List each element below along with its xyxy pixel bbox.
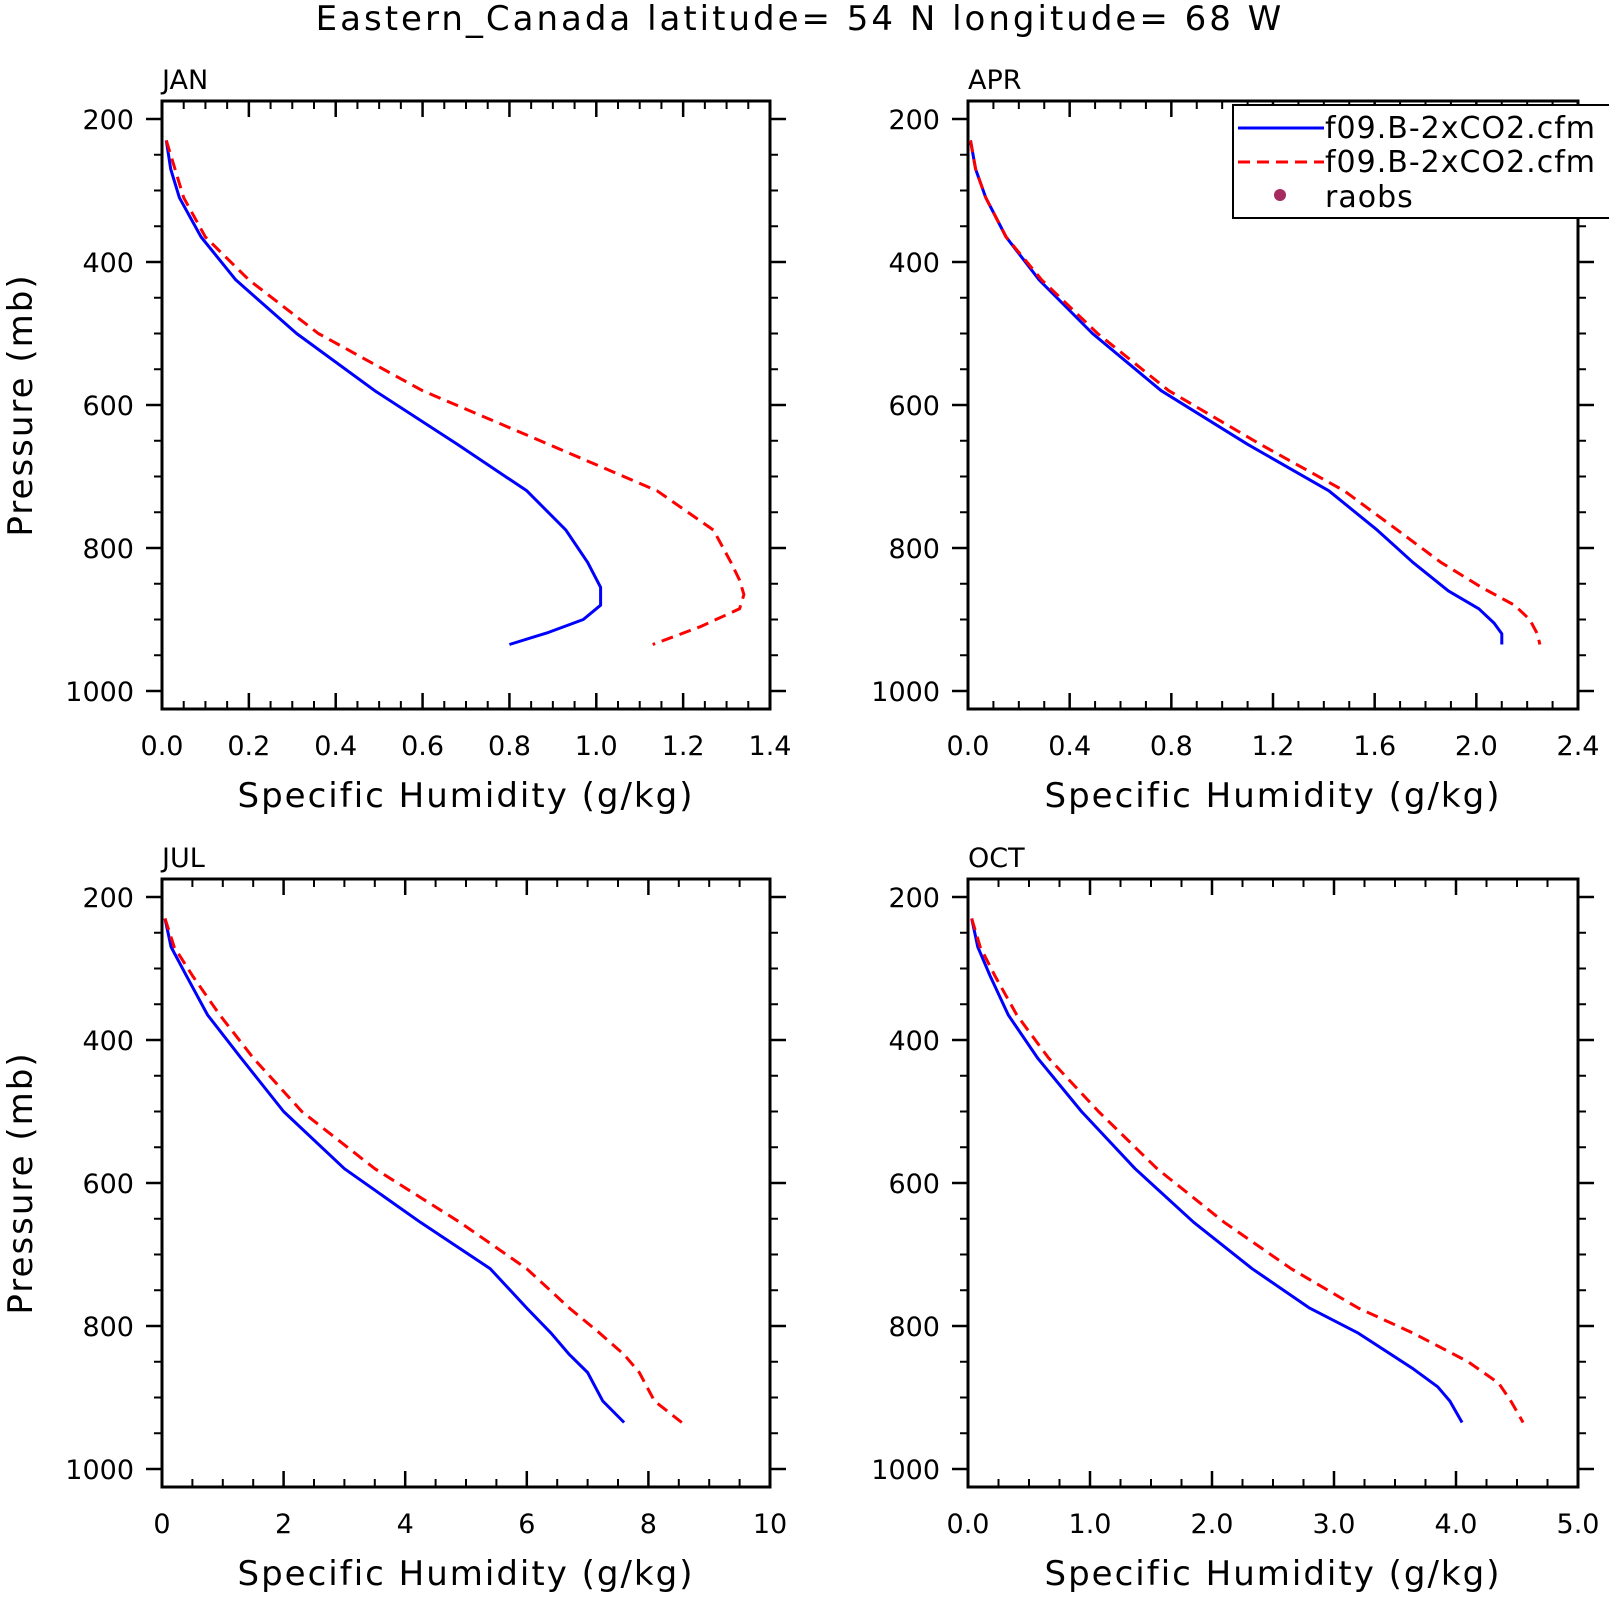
y-tick-label: 1000 — [65, 1455, 134, 1486]
y-tick-label: 200 — [888, 105, 940, 136]
panel-jan: JAN 0.0 0.2 0.4 0.6 0.8 1.0 1.2 1.4 200 400 600 800 1… — [1, 65, 791, 816]
y-tick-label: 400 — [82, 1026, 134, 1057]
x-axis-label: Specific Humidity (g/kg) — [238, 776, 695, 816]
x-tick-label: 1.4 — [749, 731, 792, 762]
series-line-1 — [164, 140, 603, 646]
panel-jul: JUL 0 2 4 6 8 10 200 400 600 800 1000 Specific Humid… — [1, 843, 787, 1594]
x-axis-label: Specific Humidity (g/kg) — [1045, 1554, 1502, 1594]
series-line-2 — [969, 140, 1542, 645]
x-tick-label: 6 — [518, 1509, 535, 1540]
plot-frame — [966, 877, 1580, 1489]
x-tick-label: 8 — [640, 1509, 657, 1540]
x-tick-label: 2.0 — [1455, 731, 1498, 762]
legend-label-3: raobs — [1325, 180, 1414, 215]
series-line-2 — [970, 918, 1525, 1424]
legend-label-2: f09.B-2xCO2.cfm — [1325, 145, 1596, 180]
x-tick-label: 0.0 — [141, 731, 184, 762]
series-line-1 — [163, 918, 626, 1424]
y-tick-label: 600 — [82, 391, 134, 422]
y-tick-label: 1000 — [871, 1455, 940, 1486]
x-tick-label: 1.0 — [1069, 1509, 1112, 1540]
x-tick-label: 0.8 — [488, 731, 531, 762]
x-tick-label: 10 — [753, 1509, 787, 1540]
plot-frame — [160, 99, 772, 711]
x-tick-label: 0.8 — [1150, 731, 1193, 762]
y-tick-label: 800 — [888, 1312, 940, 1343]
x-tick-label: 5.0 — [1557, 1509, 1600, 1540]
x-axis-label: Specific Humidity (g/kg) — [238, 1554, 695, 1594]
y-tick-label: 200 — [82, 883, 134, 914]
y-tick-label: 200 — [82, 105, 134, 136]
series-line-2 — [163, 918, 683, 1424]
y-tick-label: 1000 — [871, 677, 940, 708]
x-axis-label: Specific Humidity (g/kg) — [1045, 776, 1502, 816]
x-tick-label: 1.2 — [1252, 731, 1295, 762]
plot-frame — [160, 877, 772, 1489]
panel-title: JAN — [160, 65, 208, 96]
y-tick-label: 800 — [888, 534, 940, 565]
x-tick-label: 1.2 — [662, 731, 705, 762]
panel-title: JUL — [160, 843, 205, 874]
x-tick-label: 0 — [153, 1509, 170, 1540]
x-tick-label: 4.0 — [1435, 1509, 1478, 1540]
x-tick-label: 1.0 — [575, 731, 618, 762]
panels: JAN 0.0 0.2 0.4 0.6 0.8 1.0 1.2 1.4 200 400 600 800 1… — [1, 65, 1609, 1594]
x-tick-label: 2.0 — [1191, 1509, 1234, 1540]
x-tick-label: 2 — [275, 1509, 292, 1540]
y-tick-label: 400 — [82, 248, 134, 279]
legend-marker-raobs — [1274, 189, 1286, 201]
y-tick-label: 600 — [82, 1169, 134, 1200]
x-tick-label: 0.4 — [314, 731, 357, 762]
y-tick-label: 400 — [888, 1026, 940, 1057]
panel-oct: OCT 0.0 1.0 2.0 3.0 4.0 5.0 200 400 600 800 1000 Spe… — [871, 843, 1599, 1594]
figure-title: Eastern_Canada latitude= 54 N longitude=… — [316, 0, 1285, 39]
x-tick-label: 0.0 — [947, 1509, 990, 1540]
x-tick-label: 0.4 — [1048, 731, 1091, 762]
legend-label-1: f09.B-2xCO2.cfm — [1325, 111, 1596, 146]
series-line-2 — [164, 139, 746, 646]
y-tick-label: 800 — [82, 1312, 134, 1343]
x-tick-label: 4 — [397, 1509, 414, 1540]
panel-title: APR — [968, 65, 1022, 96]
y-tick-label: 400 — [888, 248, 940, 279]
y-tick-label: 600 — [888, 1169, 940, 1200]
x-tick-label: 0.6 — [401, 731, 444, 762]
y-tick-label: 200 — [888, 883, 940, 914]
y-tick-label: 800 — [82, 534, 134, 565]
y-axis-label: Pressure (mb) — [1, 273, 41, 536]
x-tick-label: 1.6 — [1353, 731, 1396, 762]
x-tick-label: 2.4 — [1557, 731, 1600, 762]
x-tick-label: 0.0 — [947, 731, 990, 762]
y-tick-label: 1000 — [65, 677, 134, 708]
y-tick-label: 600 — [888, 391, 940, 422]
series-line-1 — [970, 918, 1464, 1424]
x-tick-label: 3.0 — [1313, 1509, 1356, 1540]
y-axis-label: Pressure (mb) — [1, 1051, 41, 1314]
panel-title: OCT — [968, 843, 1025, 874]
x-tick-label: 0.2 — [227, 731, 270, 762]
